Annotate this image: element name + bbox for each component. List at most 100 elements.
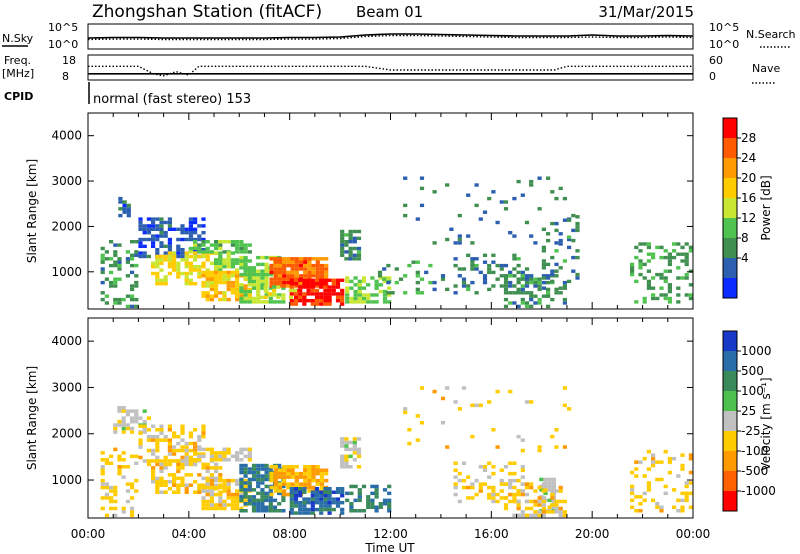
heatmap-cell	[340, 292, 345, 296]
heatmap-cell	[282, 284, 287, 288]
heatmap-cell	[319, 302, 324, 306]
heatmap-cell	[340, 461, 345, 465]
heatmap-cell	[382, 296, 388, 301]
heatmap-cell	[134, 263, 139, 268]
heatmap-cell	[558, 489, 563, 493]
heatmap-cell	[319, 299, 324, 303]
heatmap-cell	[205, 240, 210, 244]
heatmap-cell	[239, 294, 244, 298]
heatmap-cell	[138, 227, 143, 231]
heatmap-cell	[117, 260, 122, 264]
heatmap-cell	[251, 498, 257, 503]
colorbar-tick-label: 12	[741, 211, 756, 225]
heatmap-cell	[688, 293, 693, 297]
heatmap-cell	[314, 292, 320, 296]
heatmap-cell	[218, 243, 223, 247]
heatmap-cell	[159, 480, 164, 484]
heatmap-cell	[188, 431, 193, 435]
heatmap-cell	[282, 489, 287, 493]
heatmap-cell	[554, 249, 559, 253]
heatmap-cell	[315, 260, 320, 264]
heatmap-cell	[256, 272, 261, 277]
heatmap-cell	[303, 270, 308, 275]
heatmap-cell	[138, 455, 143, 460]
heatmap-cell	[547, 477, 552, 482]
heatmap-cell	[230, 492, 235, 497]
heatmap-cell	[487, 461, 492, 465]
heatmap-cell	[314, 288, 320, 293]
time-axis-ticklabels: 00:00 04:00 08:00 12:00 16:00 20:00 00:00	[71, 527, 711, 541]
heatmap-cell	[282, 468, 287, 472]
colorbar-tick-label: -500	[741, 464, 768, 478]
heatmap-cell	[142, 419, 147, 424]
heatmap-cell	[113, 485, 118, 490]
heatmap-cell	[290, 468, 295, 472]
heatmap-cell	[230, 496, 235, 500]
heatmap-cell	[264, 470, 269, 475]
heatmap-cell	[361, 286, 367, 290]
heatmap-cell	[340, 465, 345, 469]
heatmap-cell	[134, 253, 139, 257]
heatmap-cell	[289, 497, 294, 501]
heatmap-cell	[356, 454, 362, 459]
heatmap-cell	[642, 262, 647, 267]
heatmap-cell	[222, 277, 227, 281]
heatmap-cell	[273, 274, 278, 278]
heatmap-cell	[634, 495, 639, 499]
heatmap-cell	[176, 227, 181, 231]
heatmap-cell	[243, 474, 248, 478]
heatmap-cell	[121, 423, 126, 427]
heatmap-cell	[547, 484, 552, 489]
heatmap-cell	[235, 246, 240, 251]
heatmap-cell	[314, 278, 320, 282]
heatmap-cell	[121, 451, 126, 455]
heatmap-cell	[243, 499, 248, 504]
heatmap-cell	[113, 243, 118, 247]
heatmap-cell	[516, 503, 521, 507]
heatmap-cell	[214, 503, 219, 507]
heatmap-cell	[323, 497, 328, 501]
heatmap-cell	[256, 300, 261, 304]
heatmap-cell	[163, 254, 168, 259]
heatmap-cell	[298, 260, 304, 264]
heatmap-cell	[453, 263, 458, 268]
heatmap-cell	[676, 286, 681, 290]
heatmap-cell	[218, 478, 223, 483]
heatmap-cell	[533, 510, 538, 514]
heatmap-cell	[340, 295, 345, 299]
heatmap-cell	[104, 482, 109, 486]
heatmap-cell	[562, 403, 567, 408]
heatmap-cell	[180, 431, 185, 435]
heatmap-cell	[201, 291, 206, 295]
heatmap-cell	[243, 467, 248, 471]
heatmap-cell	[138, 424, 143, 428]
heatmap-cell	[382, 279, 388, 284]
heatmap-cell	[155, 237, 160, 242]
heatmap-cell	[167, 462, 172, 467]
heatmap-cell	[239, 488, 244, 492]
heatmap-cell	[193, 217, 198, 221]
heatmap-cell	[324, 267, 329, 271]
heatmap-cell	[428, 280, 433, 285]
heatmap-cell	[495, 499, 500, 504]
heatmap-cell	[251, 467, 257, 471]
heatmap-cell	[474, 257, 479, 261]
heatmap-cell	[310, 500, 315, 505]
heatmap-cell	[277, 257, 283, 261]
heatmap-cell	[197, 447, 202, 452]
heatmap-cell	[638, 242, 643, 246]
heatmap-cell	[273, 489, 278, 493]
heatmap-cell	[193, 246, 198, 251]
heatmap-cell	[222, 499, 227, 504]
heatmap-cell	[155, 258, 160, 262]
heatmap-cell	[319, 270, 325, 275]
heatmap-cell	[226, 270, 231, 275]
heatmap-cell	[176, 487, 181, 491]
heatmap-cell	[415, 280, 420, 285]
heatmap-cell	[340, 229, 345, 234]
heatmap-cell	[117, 471, 122, 476]
heatmap-cell	[314, 490, 320, 494]
heatmap-cell	[307, 257, 312, 261]
heatmap-cell	[138, 244, 143, 248]
heatmap-cell	[286, 485, 291, 490]
